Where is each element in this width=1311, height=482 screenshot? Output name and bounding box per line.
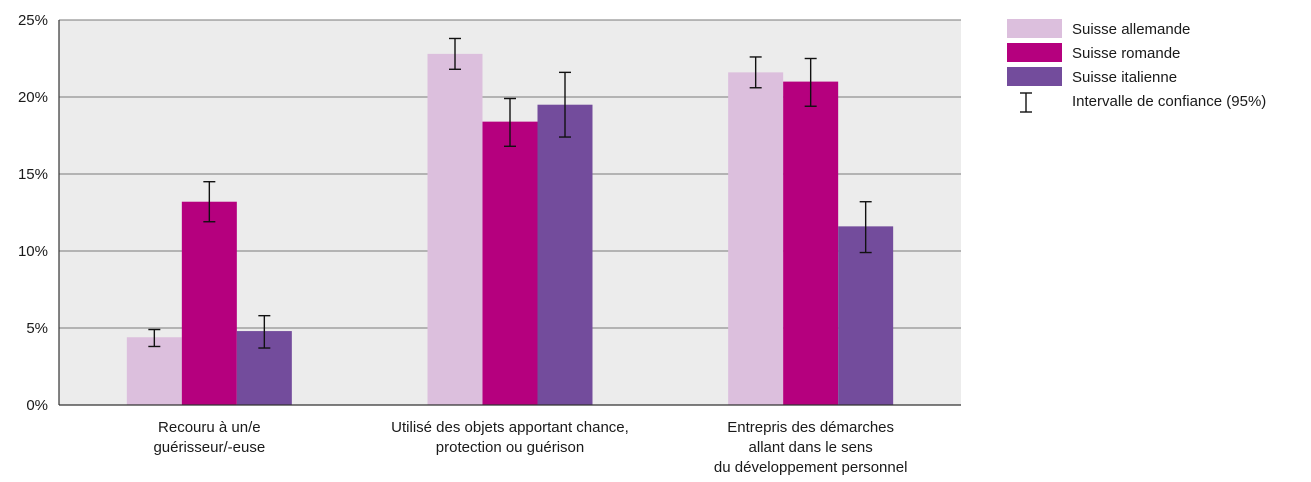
bar [126, 337, 182, 405]
error-bar [148, 328, 161, 348]
bar [838, 226, 894, 405]
bars-group [126, 53, 894, 406]
legend-swatch [1007, 43, 1062, 62]
bar [181, 201, 237, 405]
legend-label: Suisse allemande [1072, 21, 1190, 38]
error-bar [504, 97, 516, 147]
error-bar [804, 57, 817, 107]
error-bar [749, 56, 762, 89]
legend-swatch [1007, 19, 1062, 38]
y-tick-label: 5% [26, 320, 48, 337]
error-bar [203, 180, 216, 223]
category-label: Recouru à un/e [158, 419, 261, 436]
y-tick-label: 25% [18, 12, 48, 29]
bar [728, 72, 784, 406]
error-bar [559, 71, 571, 138]
legend-label: Suisse italienne [1072, 69, 1177, 86]
legend-label-ci: Intervalle de confiance (95%) [1072, 93, 1266, 110]
error-bar [258, 314, 271, 349]
bar [783, 81, 839, 405]
legend-label: Suisse romande [1072, 45, 1180, 62]
category-label: Entrepris des démarches [727, 419, 894, 436]
category-label: du développement personnel [714, 459, 907, 476]
y-tick-label: 15% [18, 166, 48, 183]
category-label: allant dans le sens [749, 439, 873, 456]
category-label: protection ou guérison [436, 439, 584, 456]
error-bar [449, 37, 461, 70]
category-label: Utilisé des objets apportant chance, [391, 419, 629, 436]
category-labels: Recouru à un/e guérisseur/-euse Utilisé de… [153, 419, 907, 476]
legend: Suisse allemande Suisse romande Suisse ita… [1007, 19, 1266, 113]
y-tick-label: 0% [26, 397, 48, 414]
bar [537, 104, 593, 405]
error-bars-group [148, 37, 872, 349]
y-tick-label: 20% [18, 89, 48, 106]
confidence-interval-icon [1020, 92, 1032, 113]
bar [482, 121, 538, 405]
error-bar [859, 201, 872, 254]
bar [427, 53, 483, 405]
legend-swatch [1007, 67, 1062, 86]
y-tick-label: 10% [18, 243, 48, 260]
category-label: guérisseur/-euse [153, 439, 265, 456]
y-tick-labels: 0% 5% 10% 15% 20% 25% [18, 12, 48, 414]
